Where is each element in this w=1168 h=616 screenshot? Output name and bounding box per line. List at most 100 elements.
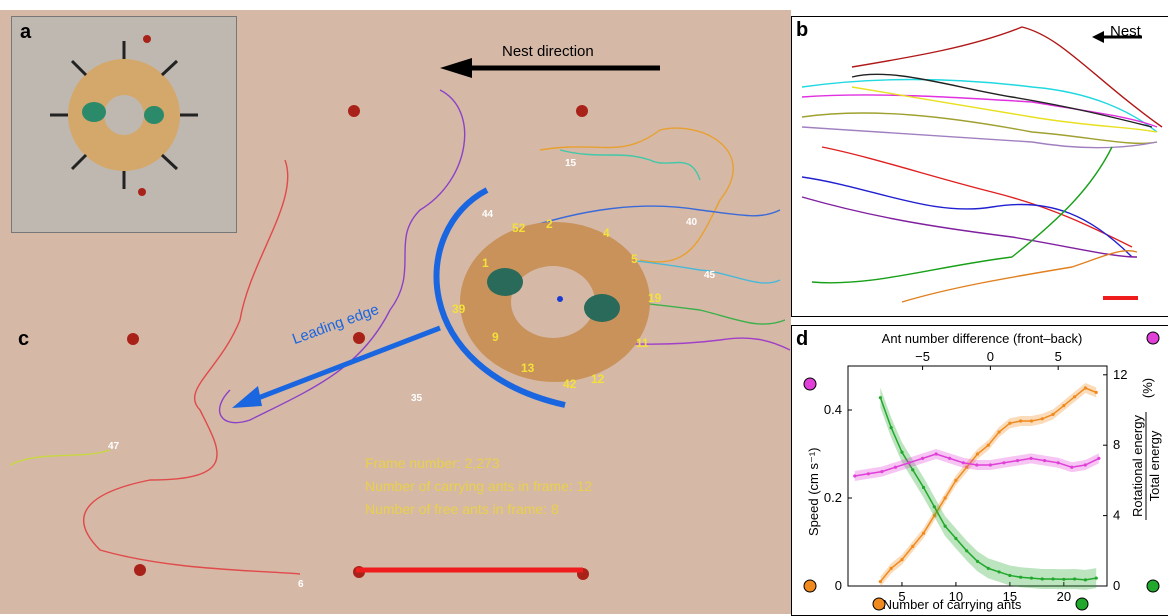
rotational-energy-series-point [900,450,904,454]
speed-series-band [880,383,1097,587]
speed-series-point [1062,404,1066,408]
rotational-energy-series-point [1051,577,1055,581]
difference-series-point [988,463,992,467]
speed-series-point [900,558,904,562]
speed-series-point [878,580,882,584]
speed-series-point [954,478,958,482]
panel-b-letter: b [796,19,809,41]
difference-series-point [1070,465,1074,469]
y-right-tick-label: 12 [1113,367,1127,382]
panel-a-image [50,35,198,196]
rotational-energy-series-point [986,566,990,570]
ant-id-label: 40 [686,217,698,228]
difference-series-point [853,474,857,478]
x-tick-label: 15 [1003,589,1017,604]
x-tick-label: 5 [898,589,905,604]
difference-series-point [1056,461,1060,465]
panel-b-trajectories [801,26,1163,303]
difference-series-point [1097,456,1101,460]
difference-series-point [907,461,911,465]
difference-series-point [920,456,925,460]
rotational-energy-series-point [1040,577,1044,581]
difference-series-point [1002,461,1006,465]
y-right-tick-label: 8 [1113,437,1120,452]
top-tick-label: −5 [915,349,930,364]
y-tick-label: 0 [835,578,842,593]
rotational-energy-series-point [889,426,893,430]
speed-series [879,387,1097,583]
ant-id-label: 19 [648,291,662,305]
ant-id-label: 5 [631,252,638,266]
ant-id-label: 47 [108,441,120,452]
speed-series-point [1073,395,1077,399]
ant-id-label: 13 [521,361,535,375]
rotational-energy-series-point [1029,576,1034,580]
speed-series-point [1040,417,1044,421]
rotational-marker-bottom [1075,597,1089,611]
rotational-energy-series-point [1083,578,1088,582]
rotational-energy-series-point [975,559,980,563]
panel-a-photo: a [11,16,237,233]
free-ants-text: Number of free ants in frame: 8 [365,501,559,517]
speed-series-point [932,514,936,518]
difference-series-point [948,456,952,460]
frame-number-text: Frame number: 2,273 [365,455,500,471]
rotational-energy-series-point [1062,577,1066,581]
rotational-marker-right [1146,579,1160,593]
rotational-energy-series-point [954,536,958,541]
rotational-energy-series-point [878,396,882,400]
difference-marker-left [803,377,817,391]
difference-series-point [975,463,979,467]
panel-c-letter: c [18,328,30,350]
rotational-energy-series-point [1019,575,1023,579]
panel-a-letter: a [20,21,32,43]
rotational-energy-series-point [911,468,915,472]
speed-series-point [921,531,926,535]
panel-c-tracks [9,34,791,580]
difference-series-point [866,472,870,476]
rotational-energy-series-point [921,485,926,490]
speed-marker-left [803,579,817,593]
panel-b: b Nest [791,16,1168,317]
panel-d-chart: Ant number difference (front–back) Numbe… [803,331,1162,612]
rotational-energy-series-point [965,549,969,553]
panel-d-letter: d [796,328,809,350]
speed-series-point [1094,390,1098,394]
difference-series-point [880,470,884,474]
speed-series-point [1051,412,1055,416]
y-right-tick-label: 0 [1113,578,1120,593]
difference-marker [1146,331,1160,345]
difference-series-point [893,465,898,469]
y-right-tick-label: 4 [1113,508,1120,523]
speed-series-point [965,465,969,469]
speed-series-point [911,544,915,548]
carrying-ants-text: Number of carrying ants in frame: 12 [365,478,593,494]
speed-series-point [1008,421,1012,425]
ant-id-label: 6 [298,579,304,590]
rotational-energy-series-point [1073,577,1077,581]
rotational-energy-series [879,397,1097,581]
ant-id-label: 12 [591,372,605,386]
y-tick-label: 0.4 [824,402,842,417]
ant-id-label: 39 [452,302,466,316]
speed-series-point [997,430,1001,434]
y-tick-label: 0.2 [824,490,842,505]
rotational-energy-series-band [880,387,1097,590]
ant-id-label: 2 [546,217,553,231]
speed-marker-bottom [872,597,886,611]
right-axis-numerator: Rotational energy [1130,415,1145,517]
difference-series-point [961,461,965,465]
ant-id-label: 9 [492,330,499,344]
speed-series-point [975,452,980,456]
speed-series-point [986,443,990,447]
panel-d: d Ant number difference (front–back) Num… [791,325,1168,616]
ant-id-label: 4 [603,226,610,240]
ant-id-label: 35 [411,393,423,404]
rotational-energy-series-point [1008,573,1012,578]
nest-direction-label: Nest direction [502,43,594,60]
ant-id-label: 15 [565,158,577,169]
bottom-axis-label: Number of carrying ants [883,597,1022,612]
speed-series-point [1019,419,1023,423]
ant-id-label: 52 [512,221,526,235]
